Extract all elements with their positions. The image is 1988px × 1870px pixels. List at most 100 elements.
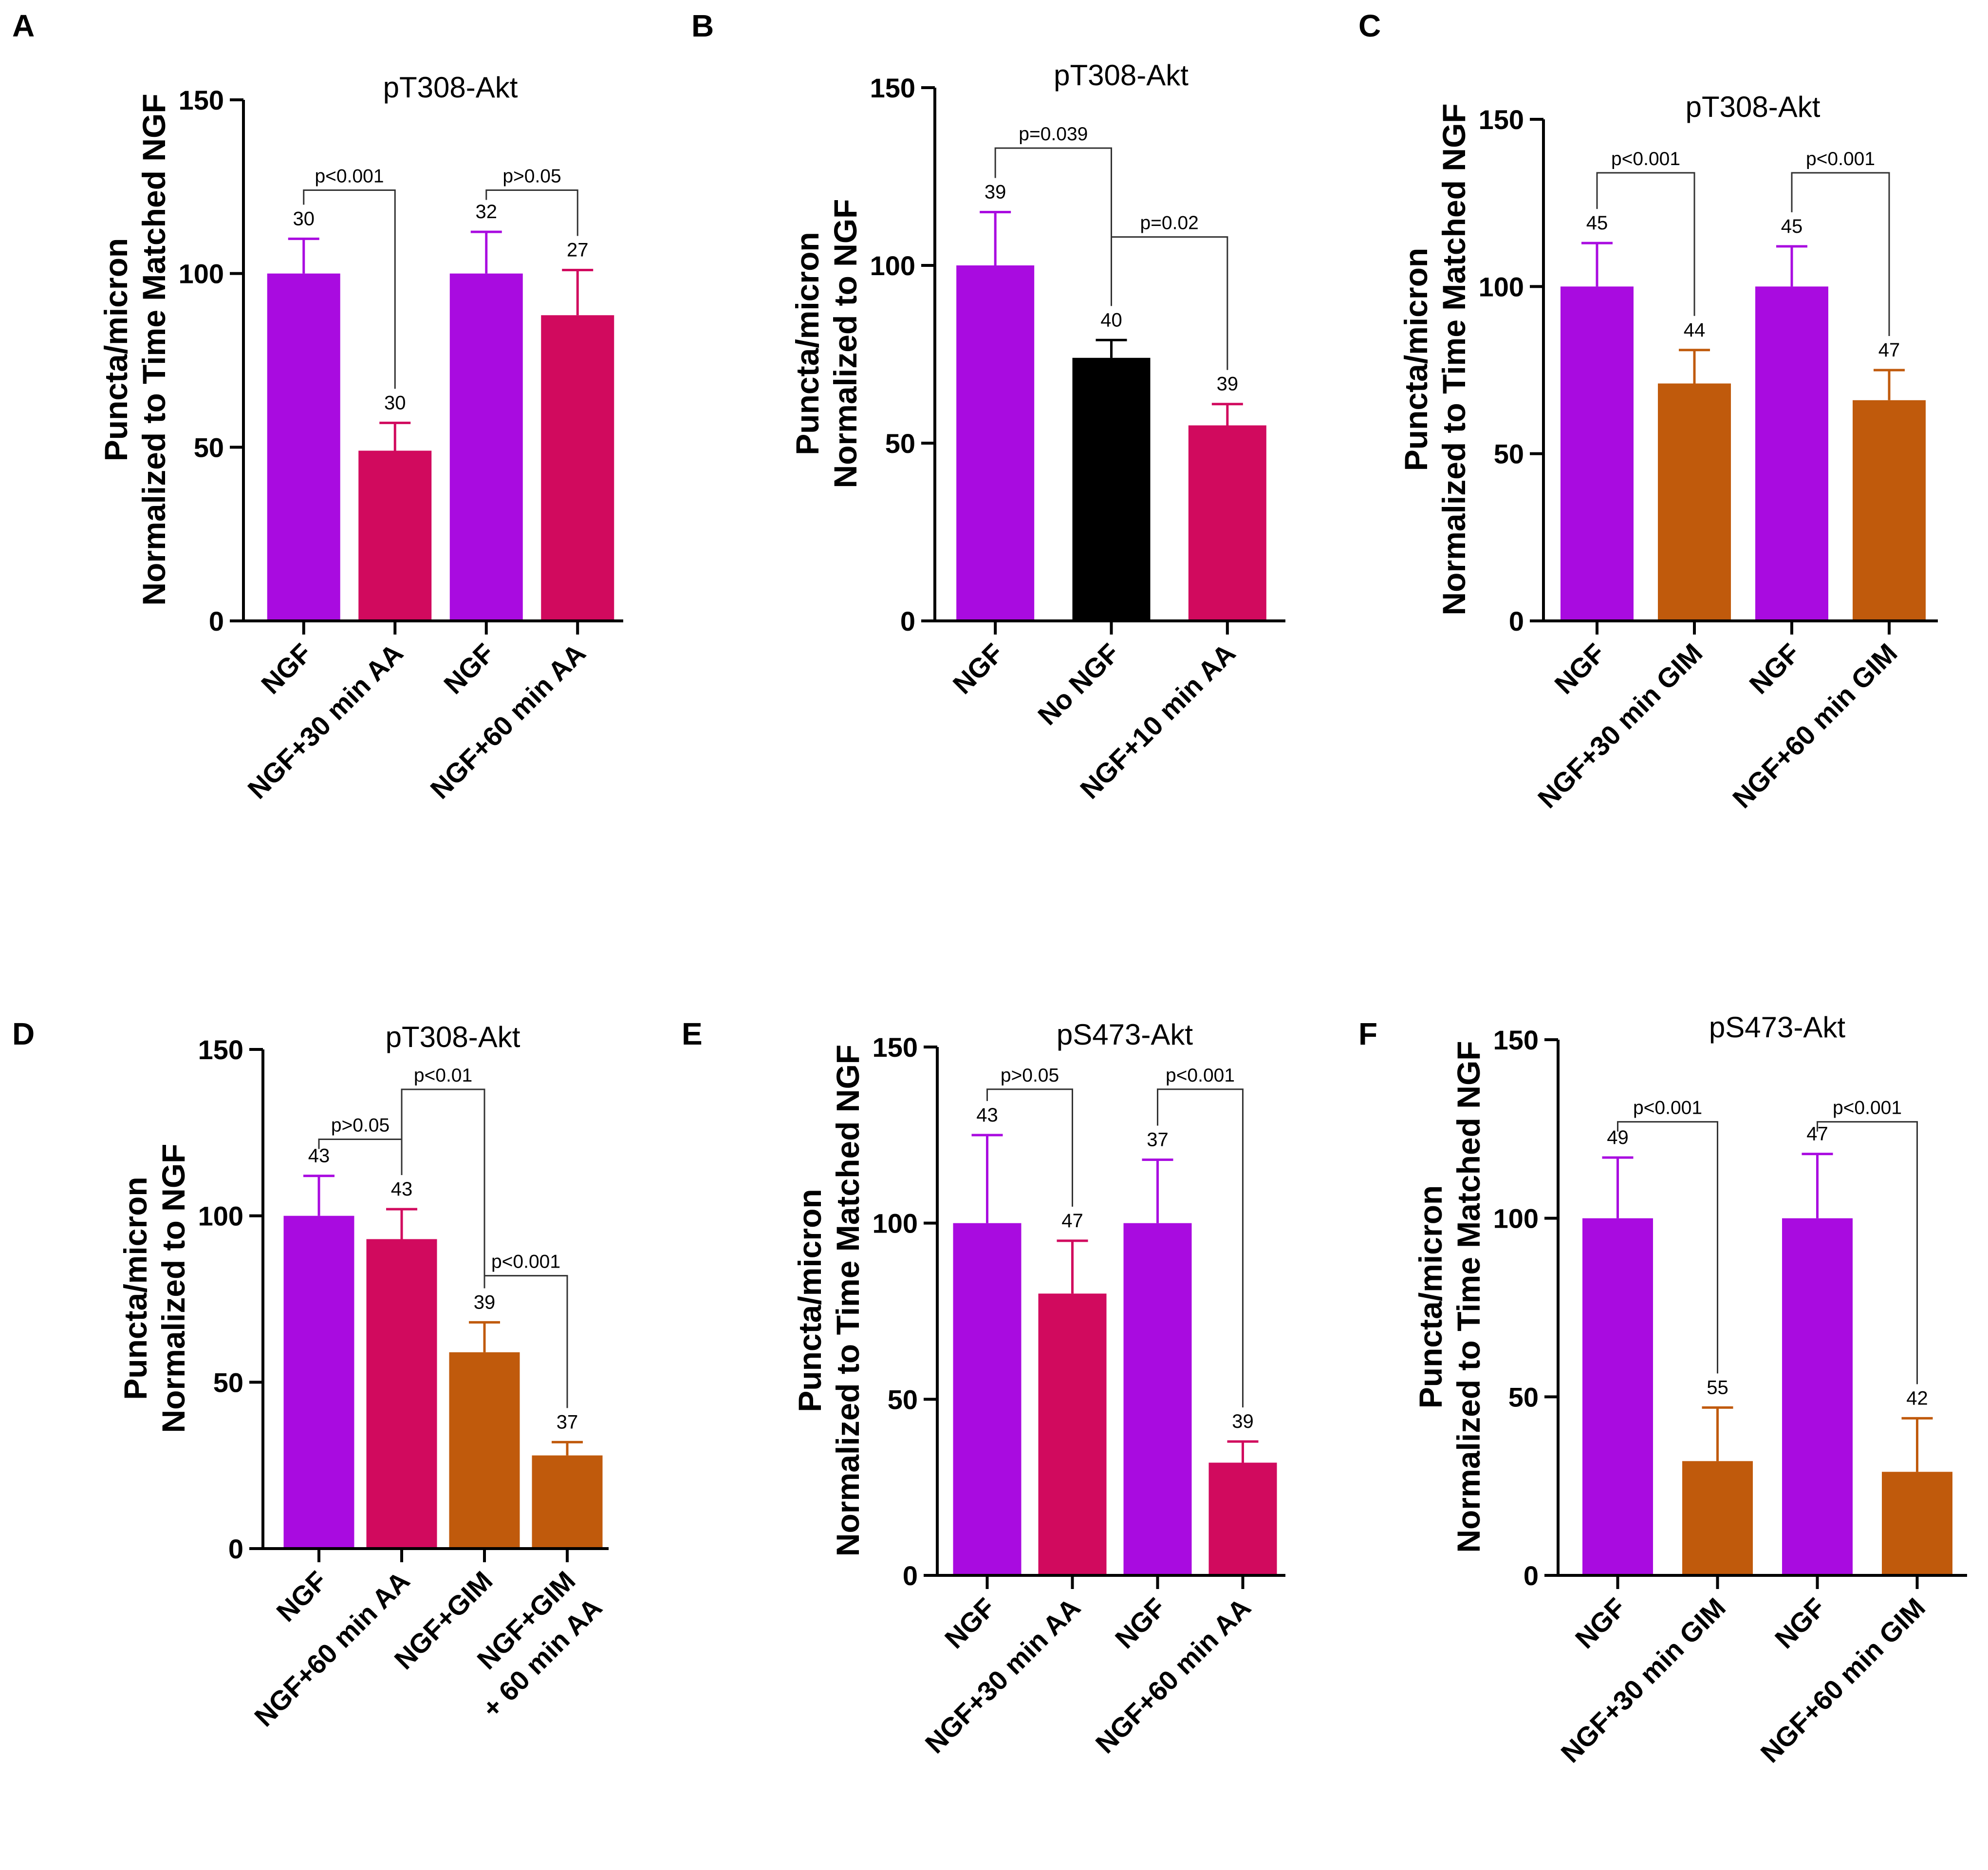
x-category-label: NGF (1569, 1592, 1632, 1654)
chart-title: pT308-Akt (383, 71, 518, 104)
y-axis-label-line-2: Normalized to Time Matched NGF (136, 94, 172, 605)
y-tick-label: 100 (1493, 1203, 1539, 1234)
y-tick-label: 0 (1524, 1560, 1539, 1591)
bar (1658, 383, 1731, 621)
y-tick-label: 150 (1493, 1025, 1539, 1055)
n-label: 39 (1232, 1411, 1254, 1432)
x-category-label: NGF (270, 1565, 333, 1627)
x-category-label: NGF+60 min AA (248, 1565, 415, 1732)
n-label: 47 (1878, 339, 1900, 361)
bar (449, 1352, 520, 1549)
p-value-label: p<0.001 (1633, 1098, 1702, 1119)
p-value-label: p=0.02 (1140, 213, 1198, 234)
x-category-label: NGF (1743, 637, 1805, 700)
y-axis-label-line-1: Puncta/micron (1398, 248, 1434, 471)
y-axis-label-line-2: Normalized to Time Matched NGF (1436, 103, 1472, 615)
n-label: 39 (985, 182, 1006, 203)
n-label: 30 (384, 392, 406, 413)
bar (532, 1455, 603, 1549)
bar (449, 273, 523, 621)
y-tick-label: 0 (903, 1560, 918, 1591)
y-tick-label: 0 (1509, 606, 1524, 636)
n-label: 43 (976, 1104, 998, 1126)
p-value-label: p<0.001 (1806, 149, 1875, 169)
significance-bracket (483, 1275, 568, 1408)
bar (953, 1223, 1022, 1575)
significance-bracket (485, 189, 578, 236)
x-category-label: NGF+60 min AA (1090, 1592, 1257, 1759)
y-axis-label-line-1: Puncta/micron (98, 238, 134, 461)
y-axis-label-line-2: Normalized to NGF (155, 1143, 191, 1433)
chart-title: pT308-Akt (1054, 59, 1189, 92)
chart-title: pS473-Akt (1057, 1018, 1193, 1051)
p-value-label: p<0.001 (1611, 149, 1680, 169)
panel-letter: A (12, 8, 35, 43)
significance-bracket (1111, 236, 1228, 370)
chart-title: pT308-Akt (386, 1021, 520, 1053)
x-category-label: NGF (438, 637, 500, 700)
x-category-label: NGF+30 min AA (242, 637, 409, 804)
significance-bracket (1791, 172, 1890, 336)
n-label: 39 (1217, 374, 1239, 395)
x-category-label: NGF+60 min GIM (1754, 1592, 1931, 1768)
p-value-label: p<0.001 (491, 1252, 560, 1272)
bar (1038, 1293, 1107, 1575)
panel-letter: E (682, 1016, 703, 1051)
x-category-label: No NGF (1032, 637, 1125, 731)
bar (283, 1216, 354, 1549)
y-axis-label-line-1: Puncta/micron (1412, 1185, 1449, 1408)
x-category-label: NGF+60 min GIM (1727, 637, 1903, 814)
y-tick-label: 50 (885, 428, 915, 459)
n-label: 44 (1684, 319, 1706, 341)
y-tick-label: 0 (228, 1533, 243, 1564)
p-value-label: p>0.05 (502, 166, 561, 187)
bar (1682, 1461, 1753, 1575)
p-value-label: p>0.05 (331, 1115, 390, 1136)
n-label: 37 (1147, 1129, 1169, 1150)
chart-title: pT308-Akt (1686, 91, 1821, 123)
n-label: 32 (476, 201, 498, 223)
panel-letter: B (691, 8, 714, 43)
y-tick-label: 150 (873, 1032, 918, 1063)
n-label: 43 (391, 1178, 413, 1200)
bar (358, 450, 432, 621)
significance-bracket (303, 189, 396, 389)
y-tick-label: 100 (198, 1201, 243, 1232)
y-tick-label: 150 (1479, 104, 1524, 135)
bar (1188, 425, 1266, 621)
y-tick-label: 50 (1508, 1382, 1539, 1412)
y-tick-label: 50 (213, 1367, 243, 1398)
bar (956, 265, 1035, 621)
bar (1561, 286, 1634, 621)
y-tick-label: 100 (870, 250, 915, 281)
significance-bracket (401, 1088, 485, 1289)
x-category-label: NGF (1109, 1592, 1171, 1654)
x-category-label: NGF (255, 637, 317, 700)
y-tick-label: 150 (870, 73, 915, 103)
p-value-label: p<0.001 (315, 166, 384, 187)
bar (1208, 1462, 1277, 1575)
n-label: 45 (1781, 216, 1803, 237)
p-value-label: p<0.01 (414, 1065, 472, 1086)
significance-bracket (994, 147, 1112, 306)
n-label: 40 (1100, 309, 1122, 331)
significance-bracket (318, 1139, 403, 1175)
n-label: 39 (474, 1291, 496, 1313)
y-axis-label-line-1: Puncta/micron (792, 1189, 828, 1412)
significance-bracket (1817, 1121, 1918, 1384)
y-tick-label: 0 (900, 606, 915, 636)
bar (541, 315, 614, 621)
x-category-label: NGF+30 min GIM (1555, 1592, 1731, 1768)
chart-title: pS473-Akt (1709, 1011, 1845, 1044)
x-category-label: NGF (939, 1592, 1001, 1654)
x-category-label: NGF (947, 637, 1009, 700)
significance-bracket (986, 1088, 1073, 1207)
n-label: 30 (293, 208, 315, 229)
y-axis-label-line-2: Normalized to Time Matched NGF (1450, 1041, 1486, 1552)
x-category-label: NGF+30 min GIM (1532, 637, 1708, 814)
bar (1853, 400, 1926, 621)
